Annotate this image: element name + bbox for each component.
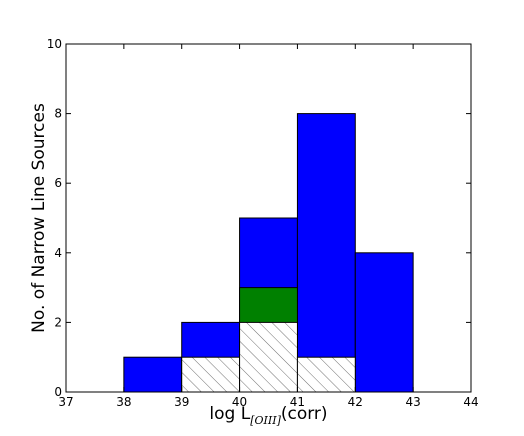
y-tick-label-3: 6 — [54, 176, 62, 190]
x-tick-label-4: 41 — [290, 395, 305, 409]
bar-series-2-bin-1 — [181, 356, 241, 393]
ticks-layer: 37 38 39 40 41 42 43 44 0 2 4 6 8 10 — [47, 37, 479, 409]
bars-layer — [123, 113, 414, 393]
bar-series-0-bin-4 — [354, 252, 414, 393]
x-axis-label-subscript: [OIII] — [250, 414, 281, 427]
bar-series-0-bin-0 — [123, 356, 183, 393]
x-tick-label-1: 38 — [116, 395, 131, 409]
y-tick-label-1: 2 — [54, 315, 62, 329]
x-tick-label-7: 44 — [463, 395, 478, 409]
x-axis-label-main: log L — [209, 404, 250, 424]
x-tick-label-3: 40 — [232, 395, 247, 409]
x-axis-label: log L[OIII](corr) — [209, 404, 327, 427]
y-tick-label-5: 10 — [47, 37, 62, 51]
y-tick-label-4: 8 — [54, 107, 62, 121]
x-tick-label-5: 42 — [348, 395, 363, 409]
bar-series-2-bin-2 — [239, 321, 298, 393]
x-tick-label-2: 39 — [174, 395, 189, 409]
y-tick-label-0: 0 — [54, 385, 62, 399]
y-tick-label-2: 4 — [54, 246, 62, 260]
bar-series-2-bin-3 — [296, 356, 356, 393]
x-axis-label-suffix: (corr) — [281, 404, 328, 424]
bar-series-0-bin-3 — [296, 113, 356, 393]
y-axis-label: No. of Narrow Line Sources — [29, 103, 49, 333]
x-tick-label-0: 37 — [58, 395, 73, 409]
x-tick-label-6: 43 — [406, 395, 421, 409]
plot-frame — [65, 43, 472, 393]
